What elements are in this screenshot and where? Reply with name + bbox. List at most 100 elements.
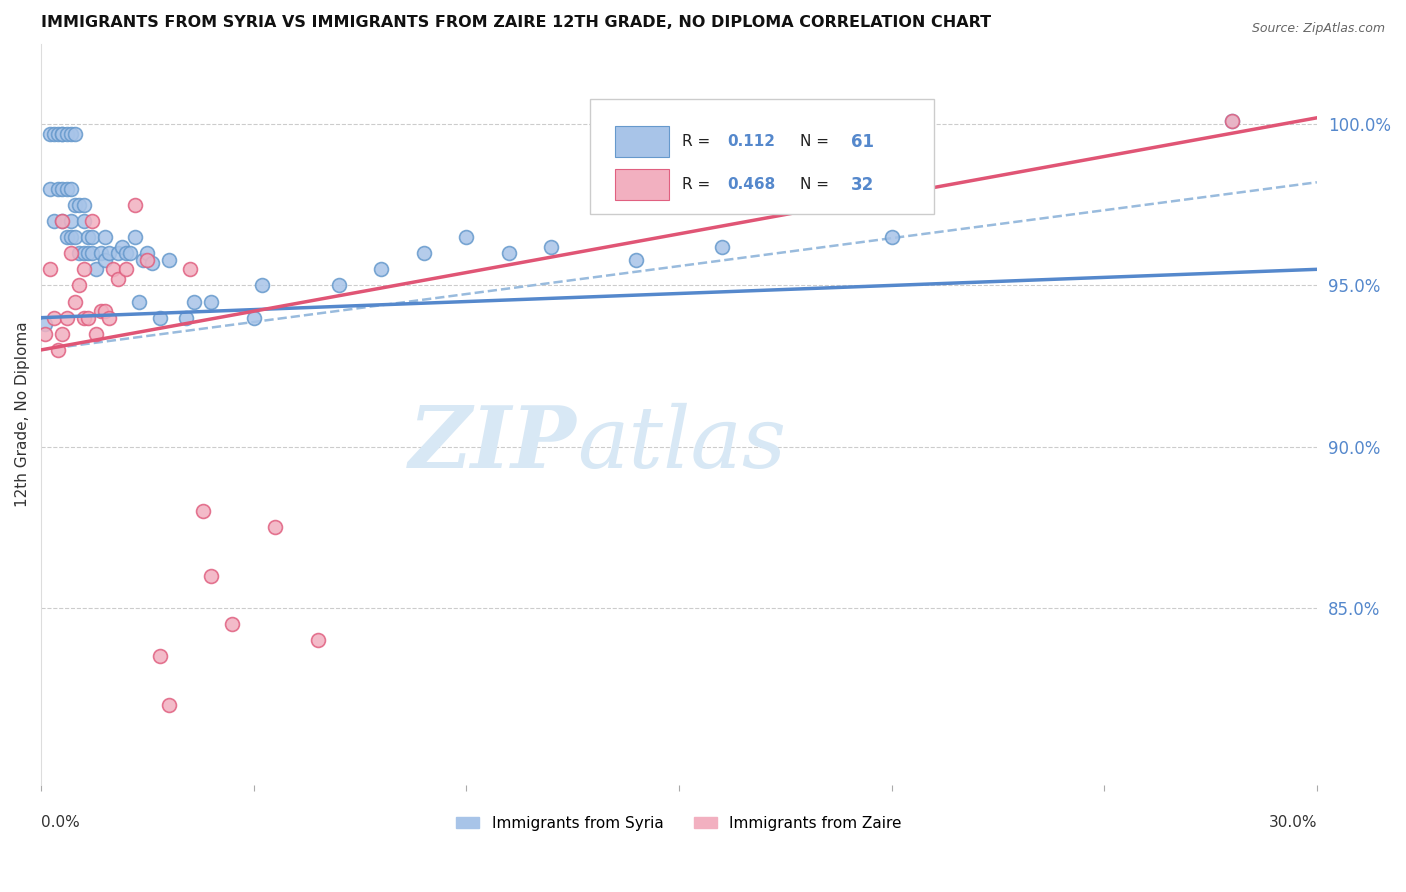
Point [59, 127, 82, 141]
Point [370, 262, 392, 277]
Point [221, 616, 243, 631]
Point [51, 127, 73, 141]
Point [51, 182, 73, 196]
Point [72, 262, 94, 277]
Point [72, 310, 94, 325]
Text: R =: R = [682, 134, 714, 149]
Point [46, 182, 69, 196]
Point [141, 256, 163, 270]
Point [264, 520, 287, 534]
Point [42, 310, 65, 325]
Text: 0.112: 0.112 [727, 134, 776, 149]
Legend: Immigrants from Syria, Immigrants from Zaire: Immigrants from Syria, Immigrants from Z… [450, 810, 908, 837]
Point [82, 214, 104, 228]
Text: 30.0%: 30.0% [1268, 814, 1317, 830]
Point [1220, 114, 1243, 128]
Point [124, 230, 146, 244]
Point [307, 633, 329, 648]
Point [540, 240, 562, 254]
Text: Source: ZipAtlas.com: Source: ZipAtlas.com [1251, 22, 1385, 36]
Point [63, 230, 86, 244]
Point [63, 198, 86, 212]
Point [51, 214, 73, 228]
Point [191, 504, 214, 518]
Point [59, 182, 82, 196]
Point [77, 310, 100, 325]
Point [252, 278, 274, 293]
Point [498, 246, 520, 260]
FancyBboxPatch shape [616, 169, 669, 201]
Point [82, 230, 104, 244]
Point [107, 272, 129, 286]
Point [1220, 114, 1243, 128]
Point [51, 214, 73, 228]
Point [82, 246, 104, 260]
Point [55, 230, 77, 244]
Point [94, 230, 117, 244]
Point [59, 214, 82, 228]
Point [72, 198, 94, 212]
Point [98, 246, 121, 260]
Text: ZIP: ZIP [409, 402, 576, 486]
Point [149, 310, 172, 325]
Point [149, 649, 172, 664]
Point [72, 214, 94, 228]
Text: N =: N = [800, 134, 834, 149]
Point [115, 246, 138, 260]
Point [42, 214, 65, 228]
Point [200, 294, 222, 309]
Point [86, 262, 108, 277]
Point [59, 230, 82, 244]
Point [103, 262, 125, 277]
Text: 32: 32 [851, 176, 875, 194]
Point [136, 252, 159, 267]
Point [115, 262, 138, 277]
Point [128, 294, 150, 309]
Point [55, 182, 77, 196]
Point [86, 326, 108, 341]
Point [67, 198, 90, 212]
Point [242, 310, 264, 325]
Point [72, 246, 94, 260]
Point [94, 252, 117, 267]
Point [38, 182, 60, 196]
Point [124, 198, 146, 212]
Point [120, 246, 142, 260]
Text: 61: 61 [851, 133, 875, 151]
Point [157, 698, 180, 712]
Point [107, 246, 129, 260]
Point [55, 310, 77, 325]
Point [38, 127, 60, 141]
Point [626, 252, 648, 267]
Point [90, 304, 112, 318]
Point [880, 230, 903, 244]
Point [456, 230, 478, 244]
Point [132, 252, 155, 267]
Point [51, 127, 73, 141]
Point [200, 568, 222, 582]
Point [77, 230, 100, 244]
Point [94, 304, 117, 318]
Point [67, 246, 90, 260]
Point [183, 294, 205, 309]
Text: atlas: atlas [576, 402, 786, 485]
Point [412, 246, 434, 260]
Text: IMMIGRANTS FROM SYRIA VS IMMIGRANTS FROM ZAIRE 12TH GRADE, NO DIPLOMA CORRELATIO: IMMIGRANTS FROM SYRIA VS IMMIGRANTS FROM… [41, 15, 991, 30]
Point [111, 240, 134, 254]
Point [174, 310, 197, 325]
FancyBboxPatch shape [616, 126, 669, 157]
Point [136, 246, 159, 260]
Point [51, 326, 73, 341]
Point [46, 127, 69, 141]
Text: 0.0%: 0.0% [41, 814, 80, 830]
Point [55, 127, 77, 141]
Point [34, 326, 56, 341]
Text: 0.468: 0.468 [727, 178, 776, 193]
Point [34, 317, 56, 331]
Point [179, 262, 201, 277]
Point [67, 278, 90, 293]
Point [98, 310, 121, 325]
Text: R =: R = [682, 178, 714, 193]
Point [59, 246, 82, 260]
Point [710, 240, 733, 254]
